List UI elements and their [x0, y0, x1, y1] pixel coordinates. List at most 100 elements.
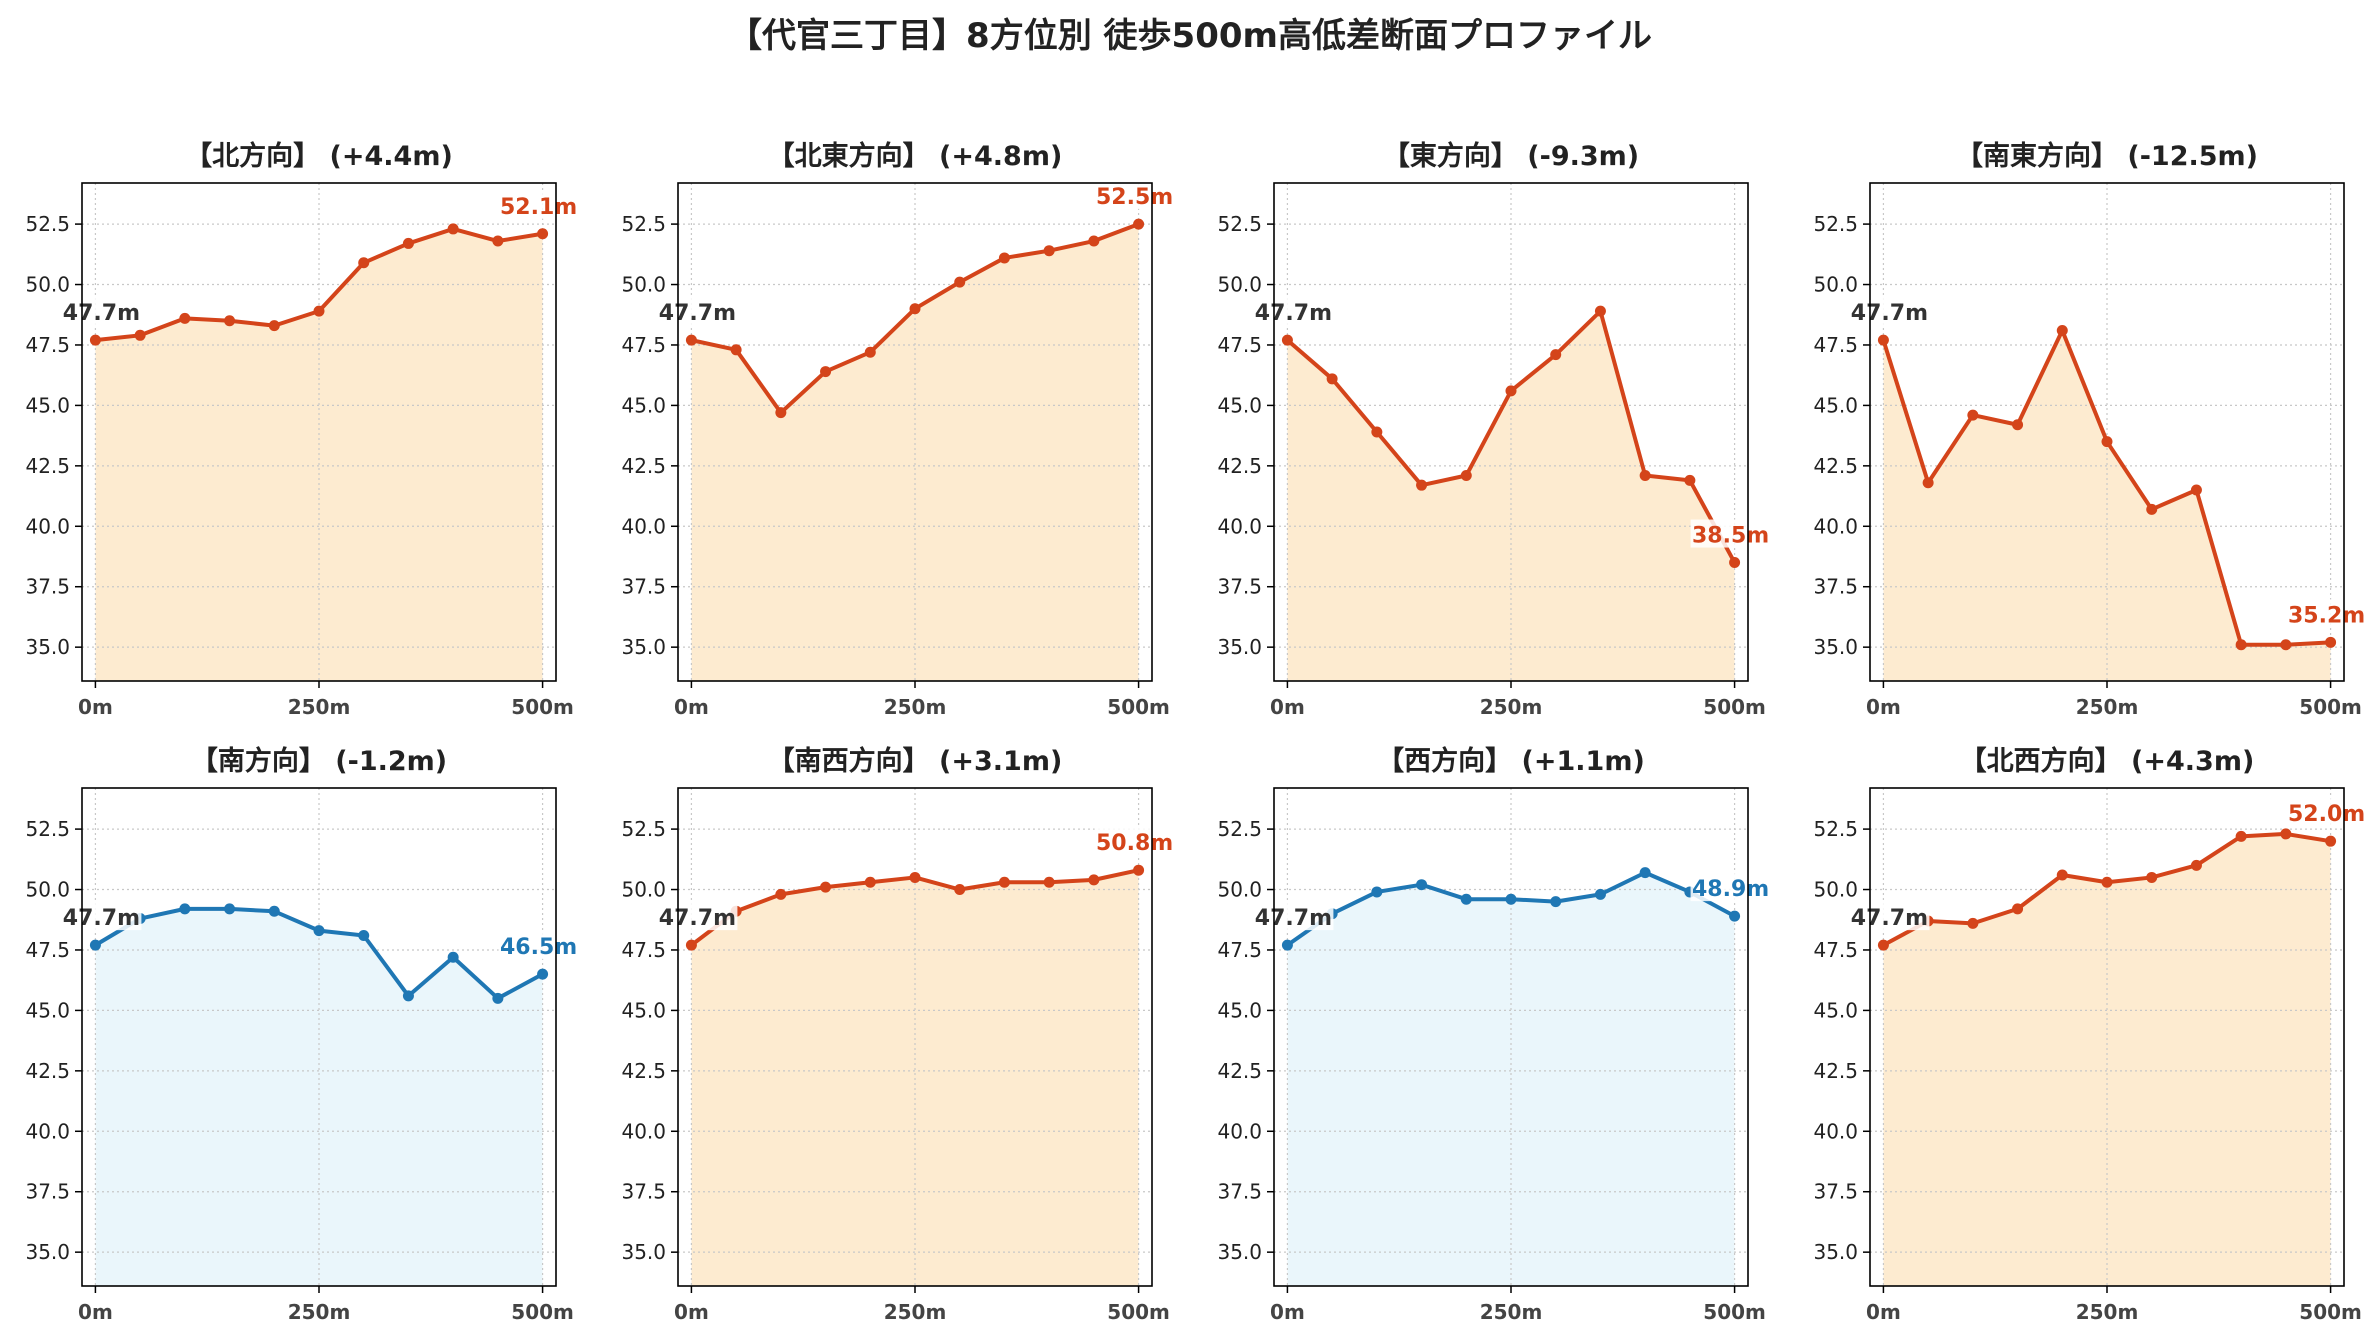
end-label-bg — [1094, 827, 1175, 856]
y-tick-label: 37.5 — [1813, 1180, 1858, 1204]
data-point — [2012, 903, 2024, 915]
panel-title: 【南東方向】 (-12.5m) — [1956, 140, 2258, 172]
start-label-bg — [63, 297, 142, 326]
end-value-label: 38.5m — [1692, 524, 1769, 549]
data-point — [134, 329, 146, 341]
y-tick-label: 50.0 — [1813, 273, 1858, 297]
start-value-label: 47.7m — [659, 301, 736, 326]
x-tick-label: 0m — [674, 1300, 709, 1324]
panel-title: 【北東方向】 (+4.8m) — [768, 140, 1063, 172]
start-label-bg — [1851, 297, 1930, 326]
plot-frame — [1273, 787, 1749, 1287]
y-tick-label: 35.0 — [1217, 635, 1262, 659]
y-tick-label: 45.0 — [1813, 393, 1858, 417]
y-tick-label: 47.5 — [1813, 333, 1858, 357]
end-label-bg — [498, 931, 579, 960]
data-point — [1460, 470, 1472, 482]
start-label-bg — [1255, 902, 1334, 931]
chart-panel-8: 【北西方向】 (+4.3m) 35.0 37.5 40.0 42.5 45.0 47.5 50… — [1813, 745, 2367, 1324]
chart-panel-7: 【西方向】 (+1.1m) 35.0 37.5 40.0 42.5 45.0 47.5 50.… — [1217, 745, 1771, 1324]
x-tick-label: 0m — [1270, 1300, 1305, 1324]
x-tick-label: 500m — [1107, 695, 1170, 719]
plot-frame — [1273, 182, 1749, 682]
plot-frame — [81, 182, 557, 682]
data-point — [1326, 373, 1338, 385]
chart-panel-3: 【東方向】 (-9.3m) 35.0 37.5 40.0 42.5 45.0 47.5 50.… — [1217, 140, 1771, 719]
y-tick-label: 45.0 — [25, 998, 70, 1022]
y-tick-label: 42.5 — [1217, 1059, 1262, 1083]
y-tick-label: 35.0 — [1813, 635, 1858, 659]
y-tick-label: 47.5 — [25, 333, 70, 357]
data-point — [1371, 426, 1383, 438]
data-point — [1043, 245, 1055, 257]
y-tick-label: 52.5 — [25, 212, 70, 236]
data-point — [268, 905, 280, 917]
y-tick-label: 40.0 — [1217, 514, 1262, 538]
end-label-bg — [1094, 181, 1175, 210]
y-tick-label: 45.0 — [621, 998, 666, 1022]
data-point — [358, 257, 370, 269]
data-point — [447, 951, 459, 963]
y-tick-label: 47.5 — [25, 938, 70, 962]
y-tick-label: 50.0 — [621, 878, 666, 902]
x-tick-label: 500m — [2299, 1300, 2362, 1324]
data-point — [1088, 874, 1100, 886]
data-point — [1281, 334, 1293, 346]
data-point — [685, 939, 697, 951]
data-point — [179, 903, 191, 915]
y-tick-label: 50.0 — [621, 273, 666, 297]
data-point — [1505, 893, 1517, 905]
y-tick-label: 52.5 — [1813, 817, 1858, 841]
x-tick-label: 250m — [884, 1300, 947, 1324]
x-tick-label: 500m — [511, 695, 574, 719]
start-label-bg — [63, 902, 142, 931]
chart-panel-6: 【南西方向】 (+3.1m) 35.0 37.5 40.0 42.5 45.0 47.5 50… — [621, 745, 1175, 1324]
data-point — [2325, 835, 2337, 847]
panel-title: 【東方向】 (-9.3m) — [1383, 140, 1639, 172]
data-point — [537, 228, 549, 240]
y-tick-label: 45.0 — [1217, 393, 1262, 417]
data-point — [1967, 409, 1979, 421]
y-tick-label: 52.5 — [621, 817, 666, 841]
data-point — [730, 344, 742, 356]
data-point — [313, 925, 325, 937]
y-tick-label: 35.0 — [621, 1240, 666, 1264]
data-point — [2101, 876, 2113, 888]
y-tick-label: 37.5 — [1217, 575, 1262, 599]
x-tick-label: 250m — [288, 1300, 351, 1324]
data-point — [2235, 639, 2247, 651]
data-point — [1594, 888, 1606, 900]
end-value-label: 50.8m — [1096, 831, 1173, 856]
plot-frame — [1869, 787, 2345, 1287]
data-point — [2146, 503, 2158, 515]
end-label-bg — [2286, 798, 2367, 827]
y-tick-label: 52.5 — [1217, 212, 1262, 236]
data-point — [1877, 334, 1889, 346]
data-point — [954, 884, 966, 896]
chart-panel-5: 【南方向】 (-1.2m) 35.0 37.5 40.0 42.5 45.0 47.5 50.… — [25, 745, 579, 1324]
y-tick-label: 42.5 — [1813, 1059, 1858, 1083]
x-tick-label: 250m — [1480, 1300, 1543, 1324]
start-label-bg — [659, 902, 738, 931]
data-point — [1460, 893, 1472, 905]
plot-frame — [677, 182, 1153, 682]
data-point — [1416, 879, 1428, 891]
y-tick-label: 50.0 — [1217, 878, 1262, 902]
y-tick-label: 37.5 — [621, 575, 666, 599]
x-tick-label: 500m — [1107, 1300, 1170, 1324]
x-tick-label: 500m — [1703, 695, 1766, 719]
panel-title: 【北方向】 (+4.4m) — [185, 140, 453, 172]
x-tick-label: 0m — [674, 695, 709, 719]
y-tick-label: 40.0 — [25, 514, 70, 538]
data-point — [89, 939, 101, 951]
start-value-label: 47.7m — [63, 906, 140, 931]
y-tick-label: 35.0 — [25, 635, 70, 659]
data-point — [909, 871, 921, 883]
end-value-label: 52.0m — [2288, 802, 2365, 827]
y-tick-label: 47.5 — [1217, 333, 1262, 357]
start-label-bg — [659, 297, 738, 326]
x-tick-label: 250m — [2076, 1300, 2139, 1324]
data-point — [1729, 910, 1741, 922]
y-tick-label: 40.0 — [621, 514, 666, 538]
